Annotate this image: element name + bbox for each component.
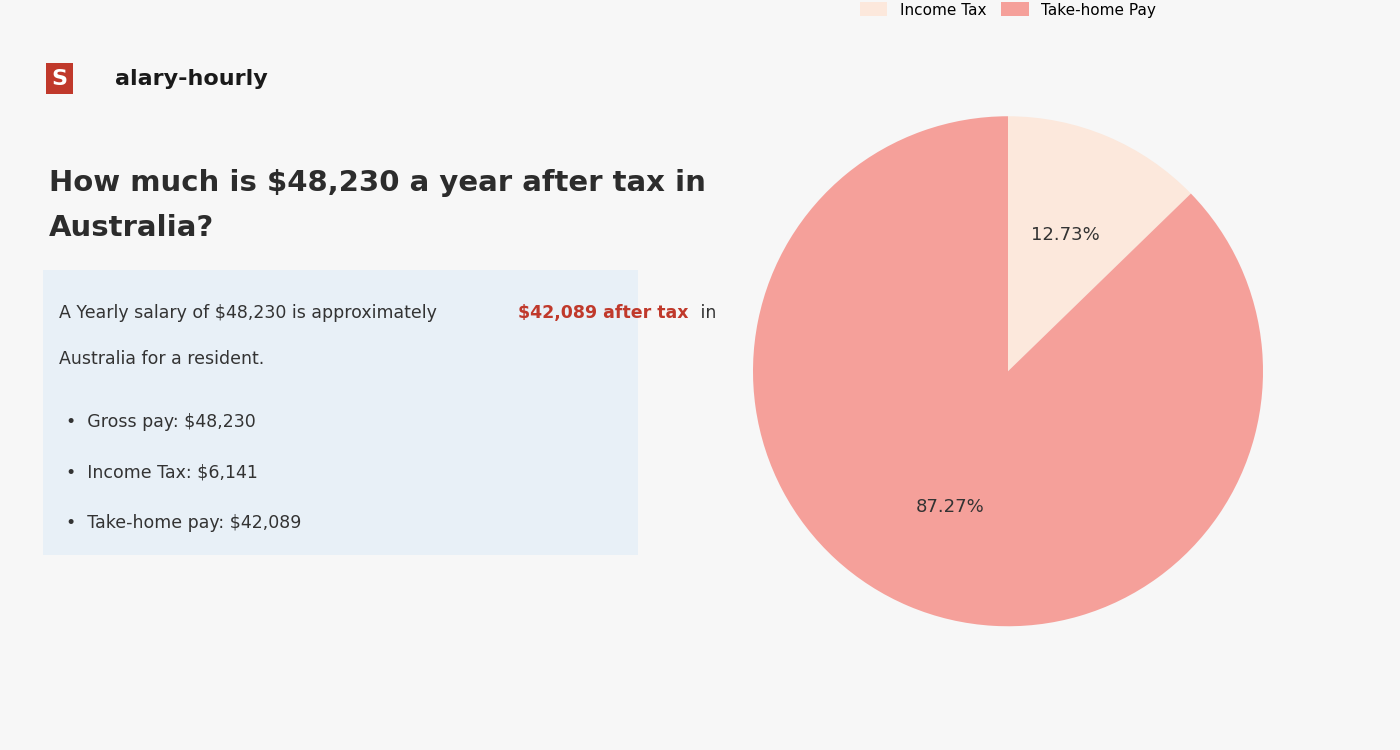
Text: 87.27%: 87.27% xyxy=(916,499,984,517)
Text: 12.73%: 12.73% xyxy=(1032,226,1100,244)
Text: alary-hourly: alary-hourly xyxy=(115,69,267,88)
FancyBboxPatch shape xyxy=(43,270,638,555)
Text: •  Gross pay: $48,230: • Gross pay: $48,230 xyxy=(66,413,256,430)
Text: Australia?: Australia? xyxy=(49,214,214,242)
Text: A Yearly salary of $48,230 is approximately: A Yearly salary of $48,230 is approximat… xyxy=(59,304,442,322)
Text: $42,089 after tax: $42,089 after tax xyxy=(518,304,687,322)
Legend: Income Tax, Take-home Pay: Income Tax, Take-home Pay xyxy=(854,0,1162,24)
Text: •  Take-home pay: $42,089: • Take-home pay: $42,089 xyxy=(66,514,301,532)
Text: •  Income Tax: $6,141: • Income Tax: $6,141 xyxy=(66,464,258,482)
Wedge shape xyxy=(753,116,1263,626)
Wedge shape xyxy=(1008,116,1191,371)
Text: S: S xyxy=(52,69,67,88)
Text: How much is $48,230 a year after tax in: How much is $48,230 a year after tax in xyxy=(49,169,706,196)
Text: in: in xyxy=(694,304,715,322)
Text: Australia for a resident.: Australia for a resident. xyxy=(59,350,265,368)
